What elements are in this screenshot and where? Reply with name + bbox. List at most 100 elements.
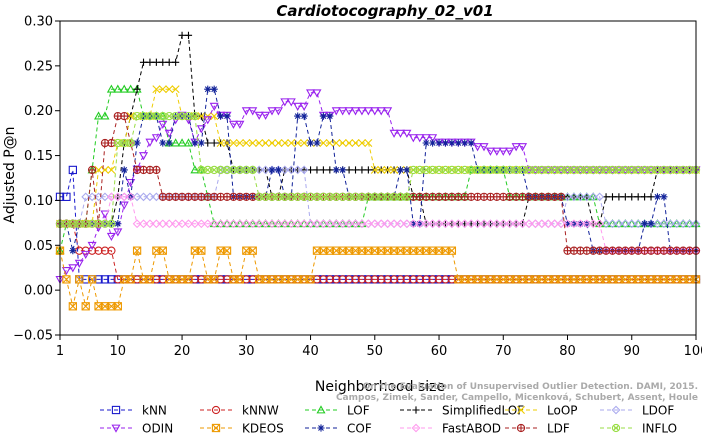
data-point bbox=[479, 219, 489, 229]
data-point bbox=[317, 424, 325, 432]
data-point bbox=[351, 166, 360, 174]
data-point bbox=[229, 219, 238, 229]
data-point bbox=[447, 165, 457, 175]
data-point bbox=[338, 139, 347, 147]
data-point bbox=[486, 165, 495, 175]
data-point bbox=[325, 275, 334, 284]
data-point bbox=[171, 219, 181, 229]
data-point bbox=[178, 31, 186, 39]
data-point bbox=[222, 219, 232, 229]
data-point bbox=[286, 219, 296, 229]
data-point bbox=[467, 139, 475, 147]
data-point bbox=[196, 165, 206, 174]
data-point bbox=[376, 107, 386, 116]
data-point bbox=[531, 165, 540, 175]
data-point bbox=[332, 139, 341, 147]
x-tick-label: 30 bbox=[238, 344, 255, 359]
x-tick-label: 20 bbox=[174, 344, 191, 359]
data-point bbox=[646, 165, 656, 175]
data-point bbox=[254, 111, 264, 120]
data-point bbox=[332, 166, 340, 174]
data-point bbox=[132, 246, 142, 255]
data-point bbox=[255, 139, 264, 147]
data-point bbox=[254, 219, 264, 229]
data-point bbox=[293, 192, 302, 201]
data-point bbox=[383, 275, 392, 284]
data-point bbox=[653, 165, 662, 175]
data-point bbox=[100, 246, 110, 255]
data-point bbox=[204, 85, 212, 93]
data-point bbox=[498, 147, 508, 156]
data-point bbox=[409, 275, 418, 284]
data-point bbox=[601, 165, 611, 175]
data-point bbox=[75, 275, 84, 284]
data-point bbox=[383, 192, 392, 201]
data-point bbox=[210, 275, 219, 284]
data-point bbox=[235, 120, 245, 129]
data-point bbox=[158, 275, 167, 284]
data-point bbox=[563, 192, 572, 202]
data-point bbox=[377, 165, 386, 174]
data-point bbox=[421, 134, 431, 143]
data-point bbox=[106, 84, 116, 93]
data-point bbox=[274, 192, 283, 201]
data-point bbox=[370, 192, 379, 201]
data-point bbox=[111, 424, 121, 433]
data-point bbox=[312, 275, 322, 284]
data-point bbox=[641, 193, 649, 201]
data-point bbox=[280, 165, 290, 175]
data-point bbox=[248, 275, 257, 284]
data-point bbox=[184, 275, 193, 284]
data-point bbox=[126, 84, 136, 93]
data-point bbox=[300, 139, 309, 147]
data-point bbox=[191, 139, 199, 147]
data-point bbox=[100, 210, 110, 219]
data-point bbox=[151, 134, 161, 143]
data-point bbox=[351, 219, 360, 229]
data-point bbox=[177, 111, 187, 121]
data-point bbox=[357, 275, 367, 284]
data-point bbox=[120, 111, 129, 121]
legend-item-inflo: INFLO bbox=[600, 422, 677, 434]
data-point bbox=[216, 165, 225, 175]
data-point bbox=[132, 111, 142, 121]
data-point bbox=[415, 134, 425, 143]
data-point bbox=[94, 246, 103, 255]
data-point bbox=[197, 246, 206, 255]
data-point bbox=[87, 165, 97, 175]
data-point bbox=[316, 405, 326, 414]
data-point bbox=[165, 111, 174, 121]
data-point bbox=[447, 275, 457, 284]
data-point bbox=[377, 275, 386, 284]
data-point bbox=[377, 192, 386, 201]
data-point bbox=[672, 219, 682, 229]
data-point bbox=[473, 219, 482, 229]
data-point bbox=[454, 165, 463, 175]
y-tick-label: −0.05 bbox=[13, 329, 53, 344]
data-point bbox=[280, 139, 289, 147]
data-point bbox=[183, 138, 194, 147]
data-point bbox=[164, 219, 174, 229]
data-point bbox=[408, 134, 418, 143]
data-point bbox=[211, 405, 221, 415]
data-point bbox=[100, 219, 110, 228]
data-point bbox=[132, 275, 142, 284]
data-point bbox=[293, 102, 303, 111]
data-point bbox=[248, 246, 257, 255]
y-tick-label: 0.15 bbox=[24, 149, 53, 164]
data-point bbox=[454, 139, 462, 147]
data-point bbox=[255, 192, 264, 201]
data-point bbox=[370, 219, 380, 229]
data-point bbox=[351, 275, 360, 284]
data-point bbox=[569, 192, 579, 202]
data-point bbox=[248, 139, 257, 147]
data-point bbox=[344, 107, 354, 116]
data-point bbox=[132, 192, 142, 202]
plot-frame bbox=[59, 20, 697, 336]
data-point bbox=[171, 111, 180, 121]
data-point bbox=[319, 139, 328, 147]
data-point bbox=[608, 165, 617, 175]
data-point bbox=[357, 107, 367, 116]
data-point bbox=[287, 192, 296, 201]
data-point bbox=[422, 275, 431, 284]
